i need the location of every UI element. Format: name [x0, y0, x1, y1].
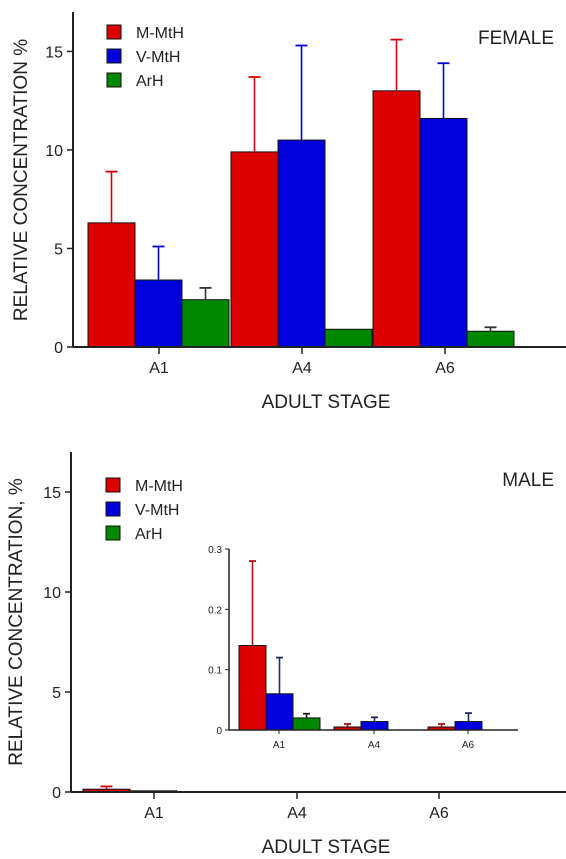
inset-bar-a1-m-mth	[238, 645, 267, 731]
female-y-tick-label: 0	[54, 340, 63, 357]
female-legend-label: M-MtH	[136, 25, 184, 42]
male-x-tick-label: A6	[429, 805, 449, 822]
male-legend-label: ArH	[135, 526, 163, 543]
female-bar-a6-v-mth	[419, 117, 468, 348]
inset-y-tick-label: 0.1	[208, 666, 222, 677]
male-y-tick-label: 15	[43, 485, 61, 502]
male-legend-label: V-MtH	[135, 502, 179, 519]
male-y-axis-label: RELATIVE CONCENTRATION, %	[6, 478, 27, 766]
female-bar-a4-m-mth	[230, 151, 279, 348]
male-panel-label: MALE	[502, 470, 554, 491]
male-panel: 0 5 10 15 A1 A4 A6 ADULT STAGE RELATIVE CONCENTR…	[6, 452, 566, 858]
female-x-tick-label: A1	[149, 360, 169, 377]
female-x-axis-label: ADULT STAGE	[262, 392, 391, 413]
male-y-tick-label: 5	[52, 685, 61, 702]
male-x-tick-label: A1	[144, 805, 164, 822]
male-legend-swatch	[105, 501, 121, 517]
inset-y-tick-label: 0.2	[208, 605, 222, 616]
female-bar-a4-arh	[324, 328, 373, 348]
female-legend-swatch	[106, 24, 122, 40]
inset-bar-a1-v-mth	[265, 693, 294, 731]
inset-x-tick-label: A6	[462, 740, 475, 751]
female-bar-a1-v-mth	[134, 279, 183, 348]
female-legend-label: ArH	[136, 73, 164, 90]
female-x-tick-label: A6	[435, 360, 455, 377]
male-legend-label: M-MtH	[135, 478, 183, 495]
male-y-tick-label: 10	[43, 585, 61, 602]
male-y-tick-label: 0	[52, 785, 61, 802]
female-y-tick-label: 15	[45, 44, 63, 61]
inset-bar-a6-v-mth	[454, 721, 483, 731]
inset-x-tick-label: A1	[273, 740, 286, 751]
inset-y-tick-label: 0.3	[208, 545, 222, 556]
female-panel-label: FEMALE	[478, 28, 554, 49]
female-x-tick-label: A4	[292, 360, 312, 377]
female-y-tick-label: 10	[45, 143, 63, 160]
female-bar-a1-arh	[181, 299, 230, 348]
inset-bar-a4-v-mth	[360, 721, 389, 731]
female-y-axis-label: RELATIVE CONCENTRATION %	[11, 39, 32, 321]
female-legend-label: V-MtH	[136, 49, 180, 66]
female-legend-swatch	[106, 72, 122, 88]
male-legend-swatch	[105, 525, 121, 541]
male-inset: 0 0.1 0.2 0.3 A1 A4 A6	[208, 545, 518, 751]
female-bar-a4-v-mth	[277, 139, 326, 348]
inset-y-tick-label: 0	[216, 726, 222, 737]
inset-x-tick-label: A4	[368, 740, 381, 751]
female-bar-a6-arh	[466, 330, 515, 348]
female-legend-swatch	[106, 48, 122, 64]
inset-bar-a1-arh	[292, 717, 321, 731]
male-legend-swatch	[105, 477, 121, 493]
female-panel: 0 5 10 15 A1 A4 A6 ADULT STAGE RELATIVE CONCENTR…	[11, 12, 566, 413]
female-y-tick-label: 5	[54, 241, 63, 258]
male-x-tick-label: A4	[287, 805, 307, 822]
male-x-axis-label: ADULT STAGE	[262, 837, 391, 858]
female-bar-a1-m-mth	[87, 222, 136, 348]
female-bar-a6-m-mth	[372, 90, 421, 348]
